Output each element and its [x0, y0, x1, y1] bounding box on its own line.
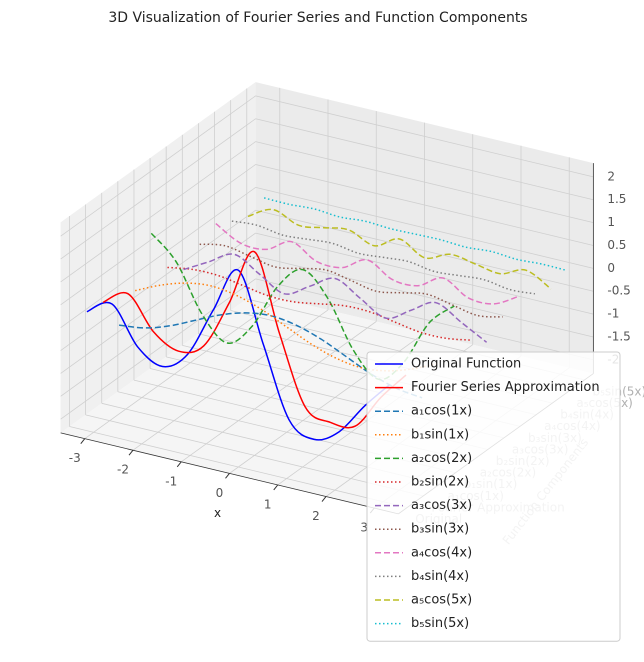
series-line [183, 253, 488, 343]
grid-line [255, 95, 594, 178]
x-tick-label: -3 [69, 451, 81, 465]
legend-label: Original Function [411, 357, 521, 372]
legend-label: b₁sin(1x) [411, 427, 469, 442]
x-tick-label: -1 [165, 474, 177, 488]
x-tick-label: 1 [264, 497, 272, 511]
z-tick-label: -0.5 [607, 284, 630, 298]
grid-line [132, 309, 329, 451]
grid-line [60, 255, 256, 397]
x-tick [321, 496, 327, 502]
grid-line [60, 278, 256, 420]
x-tick-label: 2 [312, 509, 320, 523]
z-tick-label: 1.5 [607, 192, 626, 206]
axis-line [60, 432, 399, 515]
series-line [215, 222, 520, 305]
grid-line [255, 164, 594, 246]
legend-label: b₄sin(4x) [411, 569, 469, 584]
grid-line [60, 187, 256, 328]
x-tick [128, 449, 134, 456]
grid-line [60, 141, 256, 283]
x-tick [225, 473, 230, 479]
legend-label: b₂sin(2x) [411, 475, 469, 490]
legend-label: Fourier Series Approximation [411, 380, 600, 395]
grid-line [255, 255, 594, 338]
series-line [247, 208, 552, 290]
z-tick-label: 0 [607, 261, 615, 275]
series-line [263, 197, 568, 272]
series-line [102, 250, 407, 429]
z-tick-label: -1 [607, 307, 619, 321]
series-line [199, 243, 503, 318]
legend-label: b₅sin(5x) [411, 616, 469, 631]
grid-line [60, 164, 256, 306]
grid-line [255, 141, 594, 223]
chart-title: 3D Visualization of Fourier Series and F… [108, 10, 527, 26]
grid-line [255, 278, 594, 361]
legend-label: a₄cos(4x) [411, 545, 472, 560]
grid-line [84, 298, 280, 439]
series-line [86, 269, 391, 441]
series-line [150, 232, 455, 381]
z-tick-label: 2 [607, 169, 615, 183]
legend-label: a₃cos(3x) [411, 498, 472, 513]
x-tick-label: 3 [360, 521, 368, 535]
grid-line [69, 426, 408, 508]
grid-line [60, 95, 256, 237]
grid-line [60, 209, 256, 351]
series-line [231, 220, 536, 295]
legend-label: b₃sin(3x) [411, 522, 469, 537]
legend-label: a₅cos(5x) [411, 593, 472, 608]
legend: Original Function Fourier Series Approxim… [366, 351, 621, 642]
x-tick [176, 461, 182, 468]
grid-line [255, 186, 594, 269]
z-tick-label: -1.5 [607, 329, 630, 343]
x-tick-label: -2 [117, 463, 129, 477]
grid-line [255, 118, 594, 201]
grid-line [255, 232, 594, 315]
x-tick-label: 0 [216, 486, 224, 500]
grid-line [60, 118, 256, 260]
x-tick [80, 438, 86, 444]
z-tick-label: 1 [607, 215, 615, 229]
legend-box [366, 351, 621, 642]
legend-label: a₁cos(1x) [411, 404, 472, 419]
z-tick-label: 0.5 [607, 238, 626, 252]
x-axis-label: x [214, 506, 221, 520]
legend-label: a₂cos(2x) [411, 451, 472, 466]
series-line [167, 266, 471, 341]
x-tick [273, 484, 279, 491]
